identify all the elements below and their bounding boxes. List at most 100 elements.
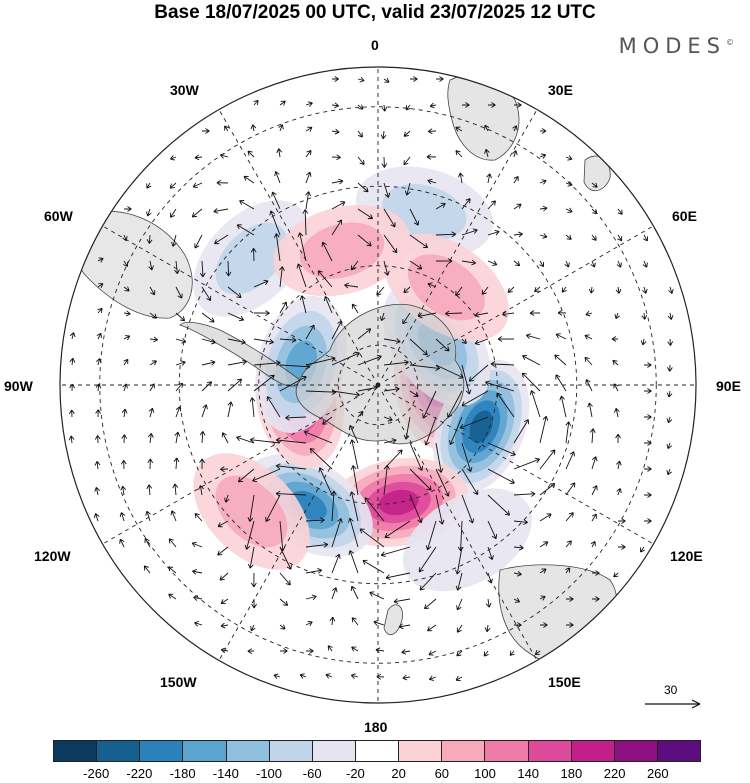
wind-vector xyxy=(146,234,153,244)
wind-vector xyxy=(250,572,257,588)
wind-vector xyxy=(350,260,359,271)
wind-vector xyxy=(426,153,437,160)
wind-vector xyxy=(214,234,229,245)
wind-vector xyxy=(327,645,333,652)
wind-vector xyxy=(402,674,411,681)
wind-vector xyxy=(481,286,489,295)
meridian-line xyxy=(102,225,372,382)
wind-vector xyxy=(148,407,155,418)
wind-vector xyxy=(236,224,255,236)
wind-vector xyxy=(305,594,317,601)
meridian-line xyxy=(381,109,538,379)
wind-vector xyxy=(303,430,333,444)
pole-marker xyxy=(375,382,381,388)
wind-vector xyxy=(224,125,230,132)
wind-vector xyxy=(172,483,179,496)
wind-vector xyxy=(227,286,242,298)
label-lon-60w: 60W xyxy=(44,208,73,224)
wind-vector xyxy=(199,260,206,278)
wind-vector xyxy=(418,546,437,573)
wind-vector xyxy=(591,182,598,188)
wind-vector xyxy=(351,303,359,314)
wind-vector xyxy=(514,622,522,628)
wind-vector xyxy=(642,260,648,268)
colorbar-tick-label: 100 xyxy=(474,766,496,781)
wind-vector xyxy=(617,208,623,215)
wind-vector xyxy=(403,286,411,294)
wind-vector xyxy=(383,234,398,254)
wind-vector xyxy=(502,311,515,317)
wind-vector xyxy=(93,513,100,522)
wind-vector xyxy=(357,182,369,193)
wind-vector xyxy=(305,567,323,574)
wind-vector xyxy=(253,279,269,288)
label-lon-120e: 120E xyxy=(670,548,703,564)
wind-vector xyxy=(169,182,177,189)
wind-vector xyxy=(121,408,128,418)
wind-vector xyxy=(534,286,541,293)
wind-vector xyxy=(173,457,180,470)
wind-vector xyxy=(279,572,291,586)
wind-vector xyxy=(331,154,341,161)
wind-vector xyxy=(279,301,288,314)
wind-vector xyxy=(269,210,281,236)
wind-vector xyxy=(565,234,572,240)
wind-vector xyxy=(124,206,132,212)
wind-vector xyxy=(299,673,307,679)
wind-vector xyxy=(507,286,515,293)
wind-vector xyxy=(445,310,463,317)
wind-vector xyxy=(236,435,255,444)
wind-vector xyxy=(123,358,129,366)
wind-vector xyxy=(455,546,463,575)
wind-vector xyxy=(383,77,390,83)
wind-vector xyxy=(484,380,515,392)
wind-vector xyxy=(566,622,574,628)
wind-vector xyxy=(331,553,341,574)
label-lon-30w: 30W xyxy=(170,82,199,98)
wind-vector xyxy=(461,468,479,495)
wind-vector xyxy=(409,468,432,491)
meridian-line xyxy=(218,109,375,379)
wind-vector xyxy=(123,260,129,267)
label-lon-30e: 30E xyxy=(548,82,573,98)
wind-vector xyxy=(121,434,128,444)
wind-vector xyxy=(201,338,216,345)
wind-vector xyxy=(422,390,437,419)
wind-vector xyxy=(618,544,626,550)
wind-vector xyxy=(317,270,333,288)
wind-vector xyxy=(402,312,411,325)
wind-vector xyxy=(253,99,259,106)
wind-vector xyxy=(227,338,246,345)
wind-vector xyxy=(331,102,339,109)
wind-vector xyxy=(643,234,649,242)
wind-vector xyxy=(590,541,596,548)
wind-vector xyxy=(350,585,359,600)
wind-vector xyxy=(201,312,215,323)
wind-vector xyxy=(192,182,203,189)
wind-vector xyxy=(69,332,76,340)
colorbar-tick-label: -140 xyxy=(212,766,239,781)
wind-vector xyxy=(409,234,429,249)
colorbar-segment xyxy=(54,741,98,761)
wind-vector xyxy=(96,332,102,340)
wind-vector xyxy=(409,364,441,371)
wind-vector xyxy=(279,546,292,570)
wind-vector xyxy=(247,546,255,569)
wind-vector xyxy=(321,241,333,262)
wind-vector xyxy=(357,76,365,83)
anomaly-contour xyxy=(215,222,288,295)
wind-vector xyxy=(279,375,307,392)
wind-vector xyxy=(409,442,424,471)
wind-vector xyxy=(427,178,437,185)
wind-vector xyxy=(497,336,515,342)
wind-vector xyxy=(331,219,342,236)
wind-vector xyxy=(357,234,372,247)
wind-vector xyxy=(513,231,523,238)
wind-vector xyxy=(617,234,623,242)
wind-vector xyxy=(279,100,286,106)
wind-vector xyxy=(69,357,76,366)
wind-vector xyxy=(484,124,490,132)
colorbar-tick-label: -20 xyxy=(345,766,365,781)
wind-vector xyxy=(539,153,547,159)
wind-vector xyxy=(145,510,151,522)
